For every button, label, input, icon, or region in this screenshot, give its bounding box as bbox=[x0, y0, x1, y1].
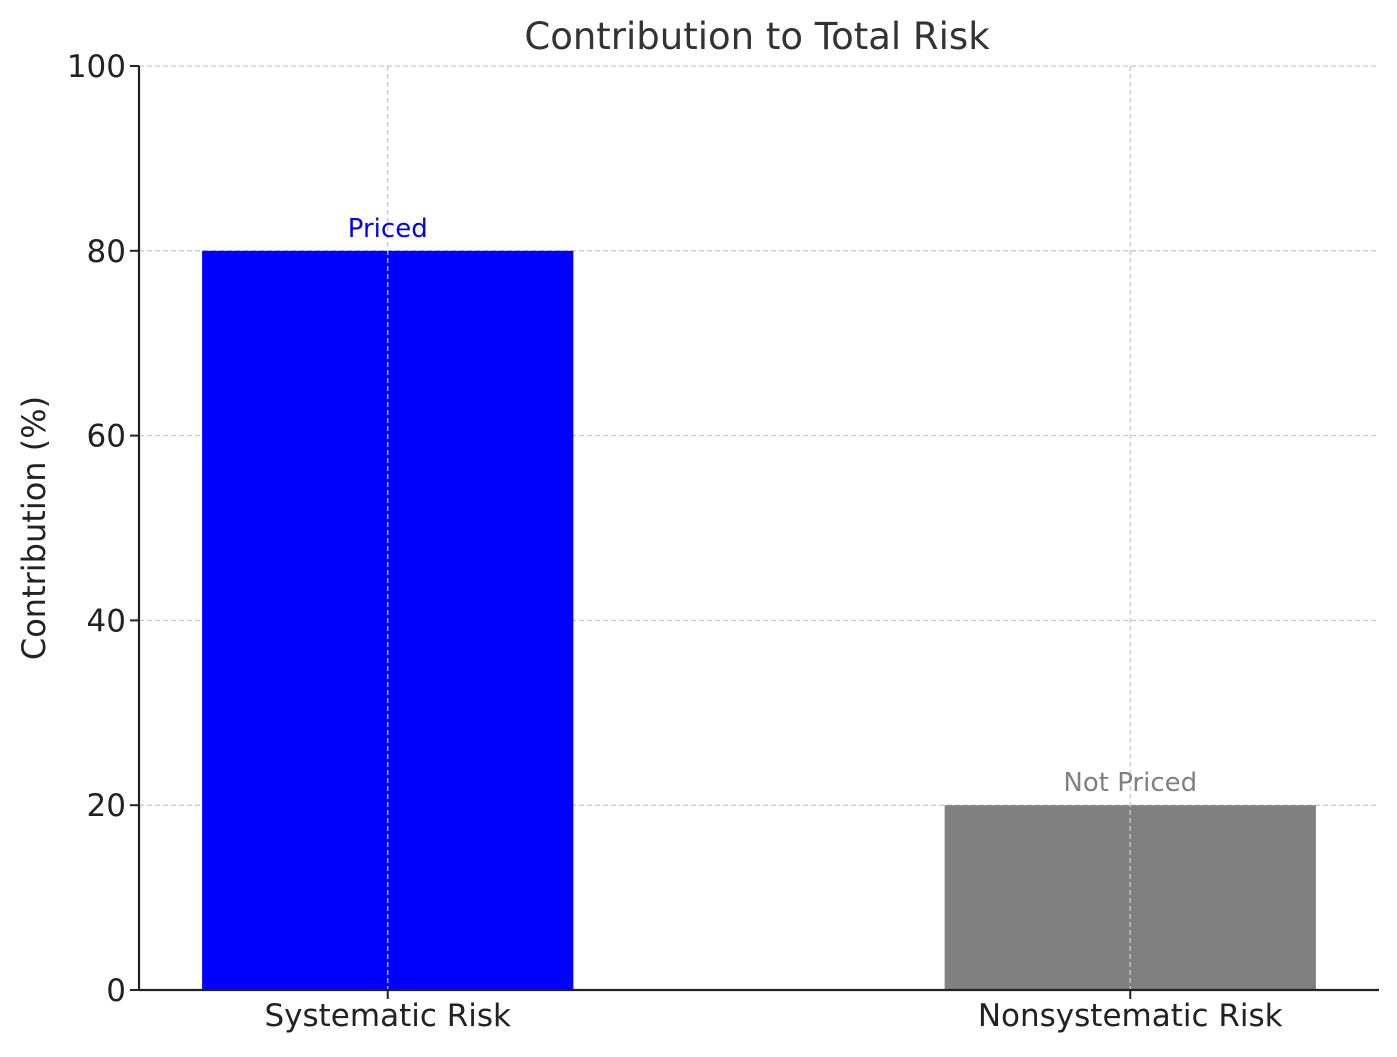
y-tick-label: 0 bbox=[106, 973, 126, 1009]
y-tick-label: 60 bbox=[87, 419, 126, 455]
y-tick-label: 20 bbox=[87, 788, 126, 824]
y-axis-label: Contribution (%) bbox=[15, 396, 53, 660]
chart-title: Contribution to Total Risk bbox=[524, 15, 990, 58]
bar-annotation: Priced bbox=[348, 214, 428, 244]
labels: 0 20 40 60 80 100 Systematic Risk Nonsystematic… bbox=[67, 49, 1283, 1034]
x-tick-label: Systematic Risk bbox=[264, 998, 511, 1034]
vertical-grid bbox=[387, 66, 1131, 990]
y-tick-label: 40 bbox=[87, 603, 126, 639]
bar-annotation: Not Priced bbox=[1063, 768, 1197, 798]
y-tick-label: 100 bbox=[67, 49, 126, 85]
x-tick-label: Nonsystematic Risk bbox=[978, 998, 1283, 1034]
y-tick-label: 80 bbox=[87, 234, 126, 270]
axes bbox=[130, 65, 1379, 999]
